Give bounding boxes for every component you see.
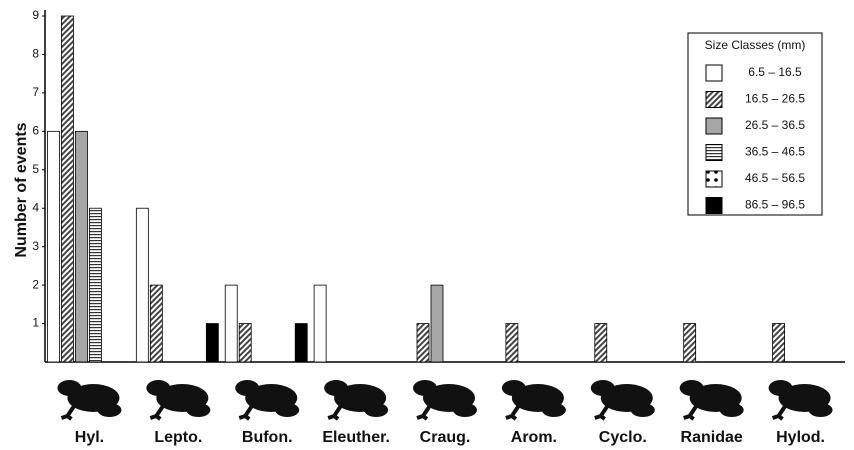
frog-arm [150, 404, 164, 419]
x-tick-label: Hyl. [75, 429, 104, 446]
frog-arm [595, 404, 609, 419]
bar [417, 324, 429, 362]
bar [136, 208, 148, 362]
legend-label: 26.5 – 36.5 [745, 118, 805, 132]
frog-arm [417, 404, 431, 419]
y-axis-label: Number of events [13, 122, 30, 257]
legend-swatch [706, 145, 722, 161]
y-tick-label: 7 [32, 85, 39, 99]
legend-title: Size Classes (mm) [705, 38, 806, 52]
x-tick-label: Craug. [420, 429, 471, 446]
frog-icon [57, 380, 121, 419]
frog-icon [235, 380, 299, 419]
frog-leg [453, 403, 477, 417]
frog-head [591, 380, 615, 396]
y-tick-label: 8 [32, 47, 39, 61]
frog-arm [61, 404, 75, 419]
frog-leg [631, 403, 655, 417]
legend-swatch [706, 171, 722, 187]
frog-icon [680, 380, 744, 419]
bar [506, 324, 518, 362]
frog-head [146, 380, 170, 396]
frog-arm [773, 404, 787, 419]
y-tick-label: 4 [32, 200, 39, 214]
y-tick-label: 9 [32, 8, 39, 22]
frog-icon [769, 380, 833, 419]
y-tick-label: 5 [32, 162, 39, 176]
x-tick-label: Cyclo. [599, 429, 647, 446]
y-tick-label: 3 [32, 239, 39, 253]
frog-head [502, 380, 526, 396]
frog-head [769, 380, 793, 396]
frog-leg [809, 403, 833, 417]
frog-icon [502, 380, 566, 419]
chart: Number of events Size Classes (mm) 6.5 –… [0, 0, 854, 450]
frog-head [57, 380, 81, 396]
frog-head [235, 380, 259, 396]
legend-swatch [706, 118, 722, 134]
x-tick-label: Hylod. [776, 429, 825, 446]
frog-leg [542, 403, 566, 417]
frog-arm [239, 404, 253, 419]
y-tick-label: 2 [32, 277, 39, 291]
legend-label: 46.5 – 56.5 [745, 171, 805, 185]
y-tick-label: 6 [32, 124, 39, 138]
x-tick-label: Bufon. [242, 429, 293, 446]
bar [225, 285, 237, 362]
legend-label: 86.5 – 96.5 [745, 198, 805, 212]
frog-arm [506, 404, 520, 419]
frog-leg [720, 403, 744, 417]
frog-icon [324, 380, 388, 419]
bar [431, 285, 443, 362]
bar [150, 285, 162, 362]
legend-swatch [706, 65, 722, 81]
legend-label: 16.5 – 26.5 [745, 92, 805, 106]
frog-icon [146, 380, 210, 419]
frog-arm [328, 404, 342, 419]
bar [595, 324, 607, 362]
frog-arm [684, 404, 698, 419]
bar [684, 324, 696, 362]
x-tick-label: Lepto. [154, 429, 202, 446]
legend-swatch [706, 198, 722, 214]
frog-icon [591, 380, 655, 419]
bar [47, 131, 59, 362]
legend-label: 6.5 – 16.5 [748, 65, 802, 79]
frog-leg [364, 403, 388, 417]
bar [314, 285, 326, 362]
legend-label: 36.5 – 46.5 [745, 145, 805, 159]
frog-head [324, 380, 348, 396]
bar [89, 208, 101, 362]
bar [239, 324, 251, 362]
frog-head [413, 380, 437, 396]
frog-leg [275, 403, 299, 417]
frog-leg [186, 403, 210, 417]
frog-icon [413, 380, 477, 419]
legend: Size Classes (mm) 6.5 – 16.5 16.5 – 26.5 2… [688, 33, 822, 215]
x-tick-label: Arom. [511, 429, 557, 446]
x-tick-label: Eleuther. [322, 429, 390, 446]
y-tick-label: 1 [32, 316, 39, 330]
frog-head [680, 380, 704, 396]
legend-swatch [706, 92, 722, 108]
bar [773, 324, 785, 362]
bar [75, 131, 87, 362]
bar [61, 16, 73, 362]
x-tick-label: Ranidae [681, 429, 743, 446]
frog-leg [97, 403, 121, 417]
bar [295, 324, 307, 362]
bar [206, 324, 218, 362]
